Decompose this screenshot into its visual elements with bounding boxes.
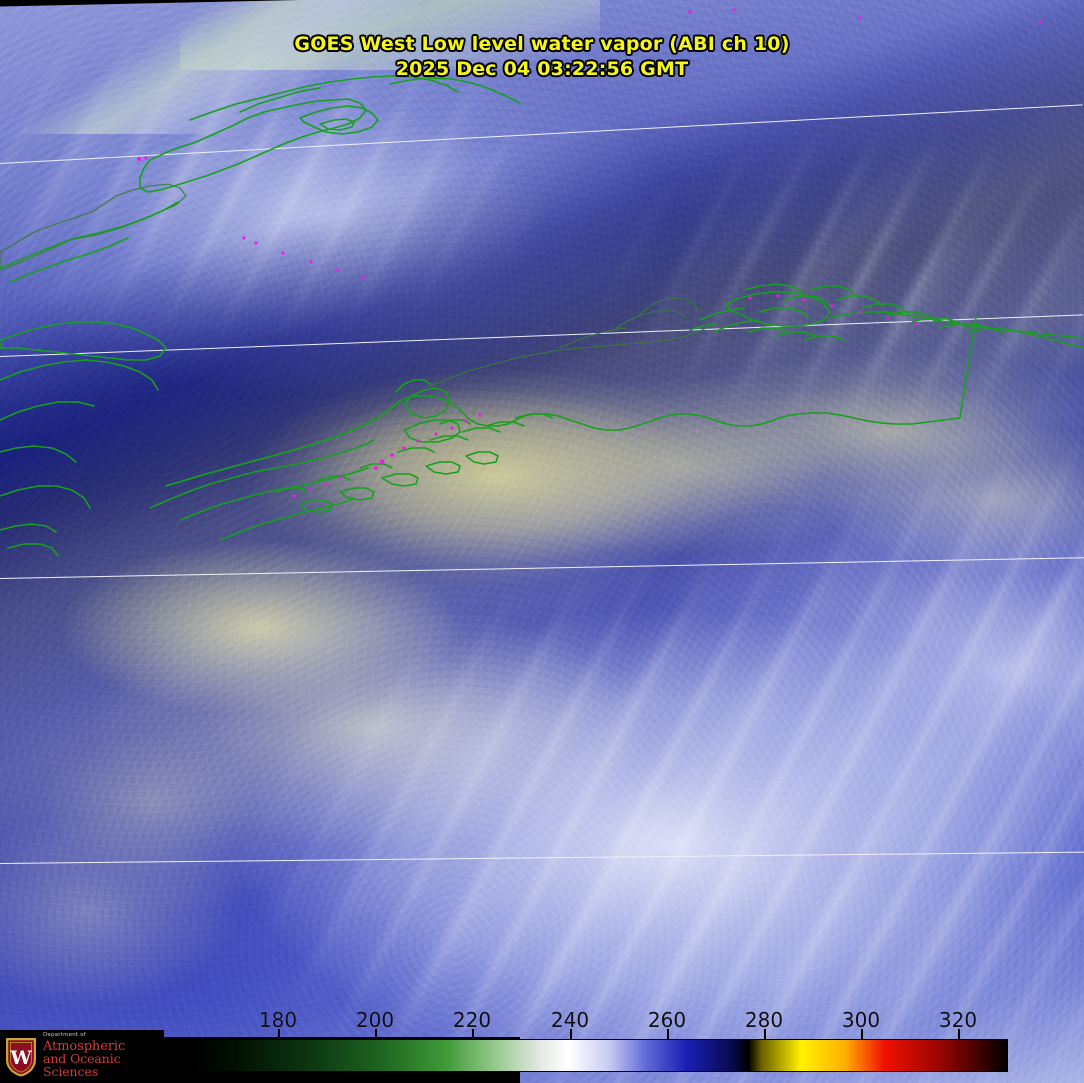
colorbar-tick-300 — [861, 1029, 863, 1039]
uw-crest-icon: W — [6, 1037, 36, 1076]
colorbar-tick-260 — [667, 1029, 669, 1039]
colorbar-tick-220 — [472, 1029, 474, 1039]
colorbar-tick-label-280: 280 — [744, 1008, 784, 1032]
logo-line-oceanic: and Oceanic Sciences — [43, 1051, 121, 1079]
colorbar-tick-240 — [570, 1029, 572, 1039]
atmospheric-limb-glow — [180, 0, 600, 70]
colorbar-tick-label-180: 180 — [258, 1008, 298, 1032]
uw-aos-logo[interactable]: W Department of Atmospheric and Oceanic … — [0, 1030, 164, 1083]
colorbar-tick-label-260: 260 — [647, 1008, 687, 1032]
colorbar-frame — [191, 1039, 1008, 1072]
colorbar-tick-280 — [764, 1029, 766, 1039]
space-region-top-left — [0, 0, 301, 7]
colorbar-tick-200 — [375, 1029, 377, 1039]
colorbar-tick-180 — [278, 1029, 280, 1039]
colorbar-tick-label-240: 240 — [550, 1008, 590, 1032]
colorbar-gradient — [192, 1040, 1007, 1071]
colorbar-tick-320 — [958, 1029, 960, 1039]
uw-crest-letter: W — [9, 1047, 32, 1069]
colorbar[interactable] — [191, 1029, 1008, 1072]
colorbar-tick-label-300: 300 — [841, 1008, 881, 1032]
colorbar-tick-label-320: 320 — [938, 1008, 978, 1032]
logo-line-atmospheric: Atmospheric — [43, 1038, 126, 1054]
logo-department-label: Department of — [43, 1032, 86, 1039]
logo-text-block: Department of Atmospheric and Oceanic Sc… — [43, 1033, 164, 1079]
colorbar-tick-label-200: 200 — [355, 1008, 395, 1032]
colorbar-tick-label-220: 220 — [452, 1008, 492, 1032]
